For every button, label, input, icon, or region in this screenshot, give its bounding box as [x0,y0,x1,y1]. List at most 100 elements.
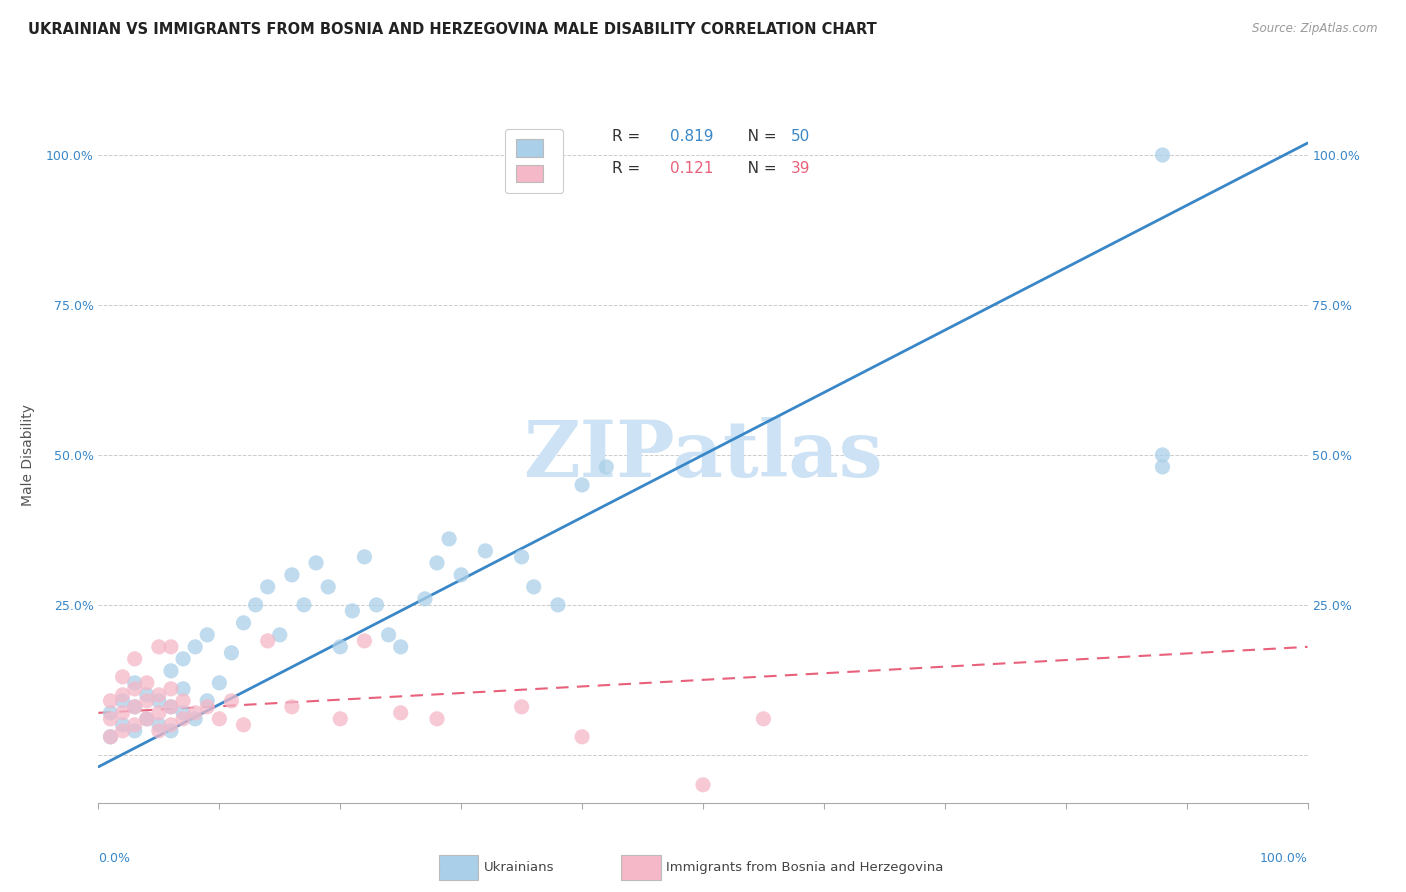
Point [547,598,569,612]
Point [111,694,134,708]
Point [148,706,170,720]
Point [232,615,254,630]
Text: ZIPatlas: ZIPatlas [523,417,883,493]
Point [135,712,157,726]
Point [208,676,231,690]
Point [124,681,146,696]
Point [221,646,243,660]
Point [135,712,157,726]
Point [148,694,170,708]
Point [389,640,412,654]
Point [160,699,183,714]
Point [510,699,533,714]
Point [172,706,194,720]
Point [172,694,194,708]
Point [124,676,146,690]
Point [366,598,388,612]
Legend: , : , [505,128,564,193]
Point [100,712,122,726]
Text: R =: R = [613,128,645,144]
Point [184,640,207,654]
Point [571,730,593,744]
Point [184,712,207,726]
Point [160,640,183,654]
Point [353,633,375,648]
Point [595,459,617,474]
Point [160,718,183,732]
Point [377,628,399,642]
Point [692,778,714,792]
Text: 0.819: 0.819 [671,128,714,144]
Point [184,706,207,720]
Text: Ukrainians: Ukrainians [484,862,554,874]
Text: 0.0%: 0.0% [98,852,131,864]
Point [172,712,194,726]
Point [281,699,304,714]
Point [135,676,157,690]
Point [172,681,194,696]
Point [474,544,496,558]
Point [510,549,533,564]
Point [305,556,328,570]
Point [172,652,194,666]
Point [111,718,134,732]
Point [100,730,122,744]
Point [111,688,134,702]
Point [413,591,436,606]
Text: 50: 50 [792,128,810,144]
Text: 39: 39 [792,161,811,176]
Point [426,712,449,726]
Text: Source: ZipAtlas.com: Source: ZipAtlas.com [1253,22,1378,36]
Point [100,694,122,708]
Point [160,699,183,714]
Point [148,640,170,654]
Point [148,688,170,702]
Text: 100.0%: 100.0% [1260,852,1308,864]
Point [111,706,134,720]
Point [256,580,278,594]
Text: 0.121: 0.121 [671,161,714,176]
Point [292,598,315,612]
Point [124,699,146,714]
Point [389,706,412,720]
Point [316,580,339,594]
Point [329,640,352,654]
Point [111,670,134,684]
Point [221,694,243,708]
Point [195,699,218,714]
Point [752,712,775,726]
Point [100,706,122,720]
Text: N =: N = [734,128,782,144]
Point [124,699,146,714]
Point [256,633,278,648]
Point [160,681,183,696]
Point [135,688,157,702]
Point [450,567,472,582]
Point [281,567,304,582]
Point [571,478,593,492]
Point [1152,459,1174,474]
Point [160,664,183,678]
Point [100,730,122,744]
Text: R =: R = [613,161,651,176]
Point [148,718,170,732]
Point [342,604,364,618]
Point [124,723,146,738]
Point [195,694,218,708]
Point [1152,448,1174,462]
Point [437,532,460,546]
Point [148,723,170,738]
Point [124,718,146,732]
Point [245,598,267,612]
Point [124,652,146,666]
Text: UKRAINIAN VS IMMIGRANTS FROM BOSNIA AND HERZEGOVINA MALE DISABILITY CORRELATION : UKRAINIAN VS IMMIGRANTS FROM BOSNIA AND … [28,22,877,37]
Point [208,712,231,726]
Text: Immigrants from Bosnia and Herzegovina: Immigrants from Bosnia and Herzegovina [666,862,943,874]
Text: N =: N = [734,161,782,176]
Point [160,723,183,738]
Point [135,694,157,708]
Point [269,628,291,642]
Point [111,723,134,738]
Point [232,718,254,732]
Point [426,556,449,570]
